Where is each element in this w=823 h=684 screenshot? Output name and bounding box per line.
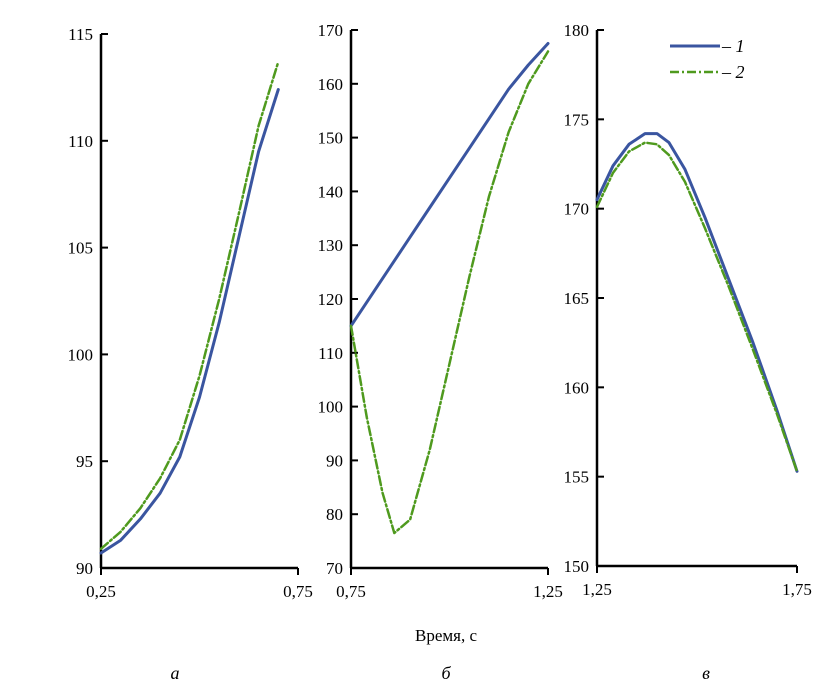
x-tick-label: 0,75 (336, 582, 366, 601)
series-line-2 (99, 60, 280, 551)
panel-caption: б (441, 663, 451, 683)
panel-caption: а (171, 663, 180, 683)
panel-caption: в (702, 663, 710, 683)
series-line-1 (595, 132, 799, 473)
y-tick-label: 170 (564, 200, 590, 219)
y-tick-label: 115 (68, 25, 93, 44)
chart-panel-2: 70 80 90 100 110 120 130 140 150 160 170 0,75 1,25 б (318, 21, 563, 683)
chart-legend: – 1– 2 (670, 36, 745, 82)
y-tick-label: 130 (318, 236, 344, 255)
y-tick-label: 160 (564, 378, 590, 397)
y-tick-label: 155 (564, 468, 590, 487)
y-tick-label: 140 (318, 182, 344, 201)
legend-entry-1: – 1 (670, 36, 745, 56)
y-tick-label: 80 (326, 505, 343, 524)
series-line-1 (349, 42, 550, 328)
y-tick-label: 180 (564, 21, 590, 40)
y-tick-label: 150 (318, 129, 344, 148)
y-tick-label: 95 (76, 452, 93, 471)
y-tick-label: 90 (76, 559, 93, 578)
y-tick-label: 120 (318, 290, 344, 309)
legend-label: – 1 (721, 36, 745, 56)
y-tick-label: 90 (326, 451, 343, 470)
y-tick-label: 100 (318, 398, 344, 417)
y-tick-label: 110 (68, 132, 93, 151)
chart-panels: 90 95 100 105 110 115 0,25 0,75 а 70 80 90 100 110 120… (68, 21, 812, 683)
y-tick-label: 105 (68, 239, 94, 258)
series-line-2 (595, 141, 799, 473)
y-tick-label: 110 (318, 344, 343, 363)
chart-panel-3: 150 155 160 165 170 175 180 1,25 1,75 в (564, 21, 812, 683)
x-tick-label: 0,25 (86, 582, 116, 601)
x-tick-label: 1,25 (533, 582, 563, 601)
x-tick-label: 1,75 (782, 580, 812, 599)
y-tick-label: 70 (326, 559, 343, 578)
y-tick-label: 165 (564, 289, 590, 308)
series-line-1 (99, 88, 280, 555)
y-tick-label: 170 (318, 21, 344, 40)
y-tick-label: 100 (68, 345, 94, 364)
chart-panel-1: 90 95 100 105 110 115 0,25 0,75 а (68, 25, 313, 683)
x-tick-label: 1,25 (582, 580, 612, 599)
legend-entry-2: – 2 (670, 62, 745, 82)
legend-label: – 2 (721, 62, 745, 82)
x-axis-label: Время, с (415, 626, 477, 645)
y-tick-label: 175 (564, 110, 590, 129)
y-tick-label: 150 (564, 557, 590, 576)
series-line-2 (349, 50, 550, 535)
y-tick-label: 160 (318, 75, 344, 94)
x-tick-label: 0,75 (283, 582, 313, 601)
